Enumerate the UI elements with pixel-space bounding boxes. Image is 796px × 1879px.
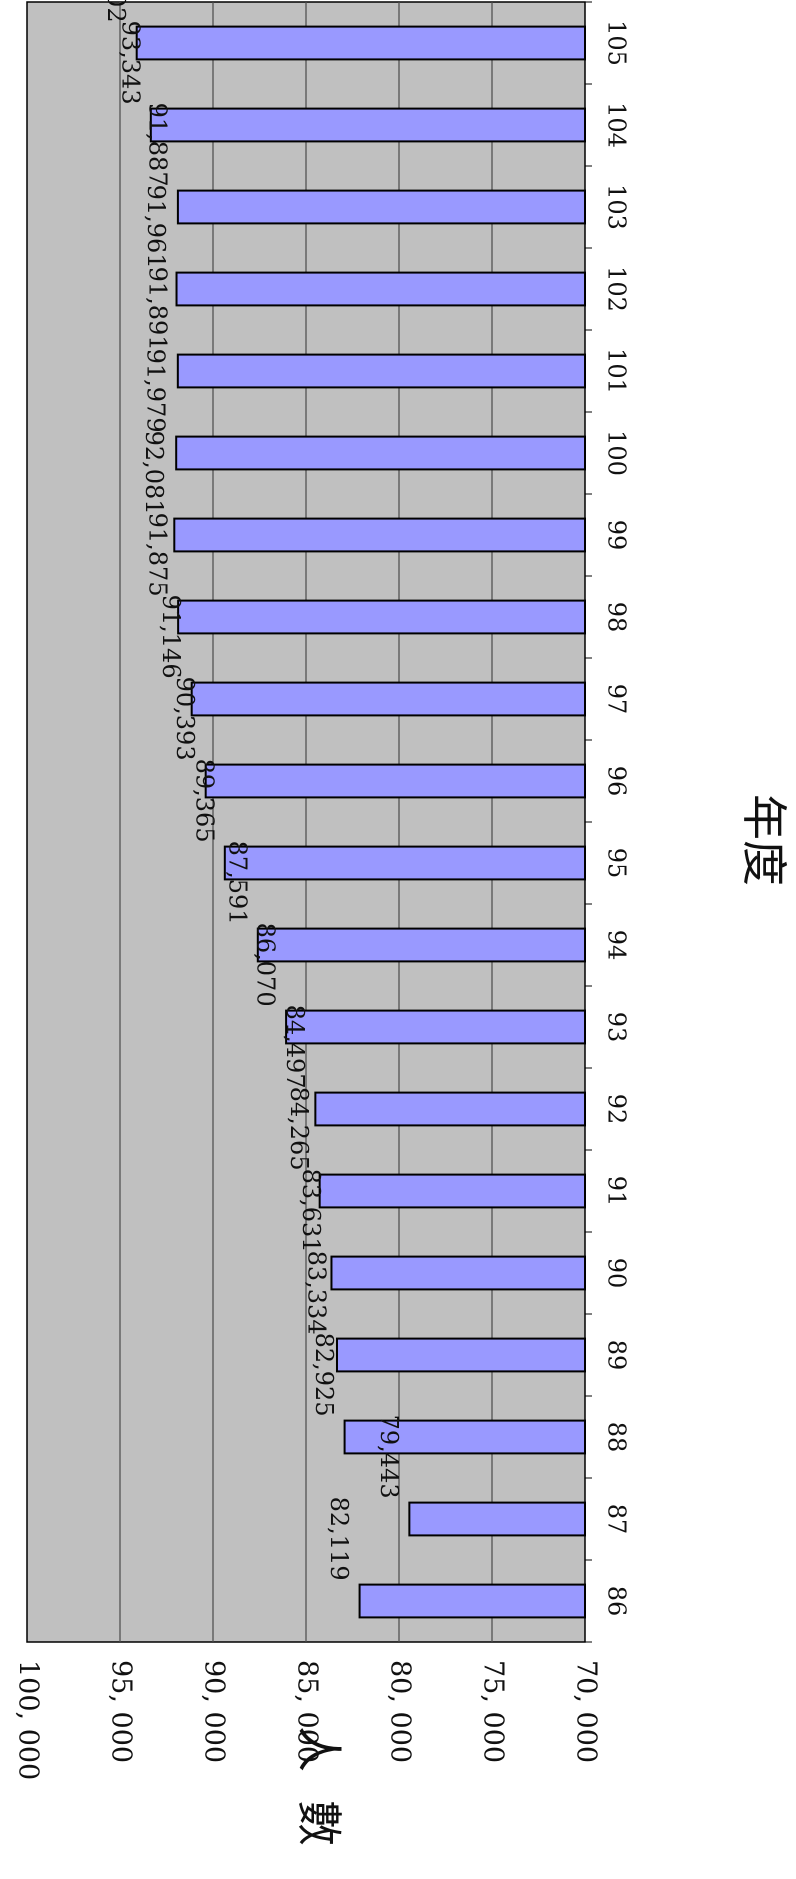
category-tick-label: 101: [603, 348, 631, 394]
value-tick-label: 80, 000: [385, 1660, 416, 1763]
bar-96: [204, 763, 587, 799]
category-tick-label: 100: [603, 430, 631, 476]
category-tick-label: 92: [603, 1094, 631, 1125]
value-label: 91,146: [157, 595, 185, 679]
value-label: 86,070: [252, 923, 280, 1007]
bar-92: [314, 1091, 586, 1127]
value-label: 79,443: [375, 1415, 403, 1499]
bars: [135, 25, 587, 1619]
bar-99: [173, 517, 586, 553]
value-tick-label: 90, 000: [199, 1660, 230, 1763]
value-label: 83,334: [302, 1251, 330, 1335]
bar-104: [149, 107, 587, 143]
bar-95: [223, 845, 586, 881]
bar-103: [176, 189, 586, 225]
category-tick-label: 95: [603, 848, 631, 879]
category-tick-label: 91: [603, 1176, 631, 1207]
bar-86: [358, 1583, 587, 1619]
bar-100: [175, 435, 586, 471]
value-tick-label: 85, 000: [292, 1660, 323, 1763]
value-label: 84,265: [285, 1087, 313, 1171]
bar-102: [175, 271, 587, 307]
value-label: 90,393: [171, 677, 199, 761]
category-tick-label: 87: [603, 1504, 631, 1535]
bar-98: [177, 599, 586, 635]
category-tick-label: 86: [603, 1586, 631, 1617]
value-label: 87,591: [223, 841, 251, 925]
bar-90: [330, 1255, 587, 1291]
category-tick-labels: 86 87 88 89 90 91 92 93 94 95 96 97 98 99 100 101 102 103…: [603, 20, 631, 1616]
value-labels: 82,119 79,443 82,92583,33483,63184,26584,4…: [102, 0, 403, 1581]
category-tick-label: 93: [603, 1012, 631, 1043]
value-label: 82,925: [310, 1333, 338, 1417]
value-label: 91,961: [142, 185, 170, 269]
bar-91: [318, 1173, 586, 1209]
value-label: 91,891: [143, 267, 171, 351]
value-label: 89,365: [190, 759, 218, 843]
category-tick-label: 103: [603, 184, 631, 230]
bar-105: [135, 25, 587, 61]
value-label: 91,887: [143, 103, 171, 187]
category-tick-label: 96: [603, 766, 631, 797]
value-tick-label: 100, 000: [13, 1660, 44, 1780]
y-axis-title: 人數: [292, 1726, 346, 1874]
category-tick-label: 105: [603, 20, 631, 66]
category-tick-label: 89: [603, 1340, 631, 1371]
value-label: 91,979: [142, 349, 170, 433]
value-label: 84,497: [281, 1005, 309, 1089]
value-label: 92,081: [140, 431, 168, 515]
bar-94: [256, 927, 586, 963]
category-tick-label: 88: [603, 1422, 631, 1453]
category-tick-label: 97: [603, 684, 631, 715]
value-tick-label: 70, 000: [571, 1660, 602, 1763]
category-tick-label: 99: [603, 520, 631, 551]
category-tick-label: 104: [603, 102, 631, 148]
value-tick-label: 75, 000: [478, 1660, 509, 1763]
value-label: 93,343: [116, 21, 144, 105]
bar-88: [343, 1419, 586, 1455]
x-axis-title: 年度: [737, 794, 791, 886]
value-label: 82,119: [325, 1497, 353, 1581]
category-tick-label: 90: [603, 1258, 631, 1289]
value-label: 83,631: [297, 1169, 325, 1253]
bar-93: [285, 1009, 586, 1045]
value-label: 91,875: [144, 513, 172, 597]
category-tick-label: 102: [603, 266, 631, 312]
value-axis-tick-labels: 70, 000 75, 000 80, 000 85, 000 90, 000 95, 0…: [13, 1660, 602, 1780]
category-tick-label: 94: [603, 930, 631, 961]
bar-87: [408, 1501, 586, 1537]
value-label: 94,102: [102, 0, 130, 23]
bar-101: [176, 353, 586, 389]
category-tick-label: 98: [603, 602, 631, 633]
value-tick-label: 95, 000: [106, 1660, 137, 1763]
bar-97: [190, 681, 587, 717]
bar-89: [335, 1337, 587, 1373]
